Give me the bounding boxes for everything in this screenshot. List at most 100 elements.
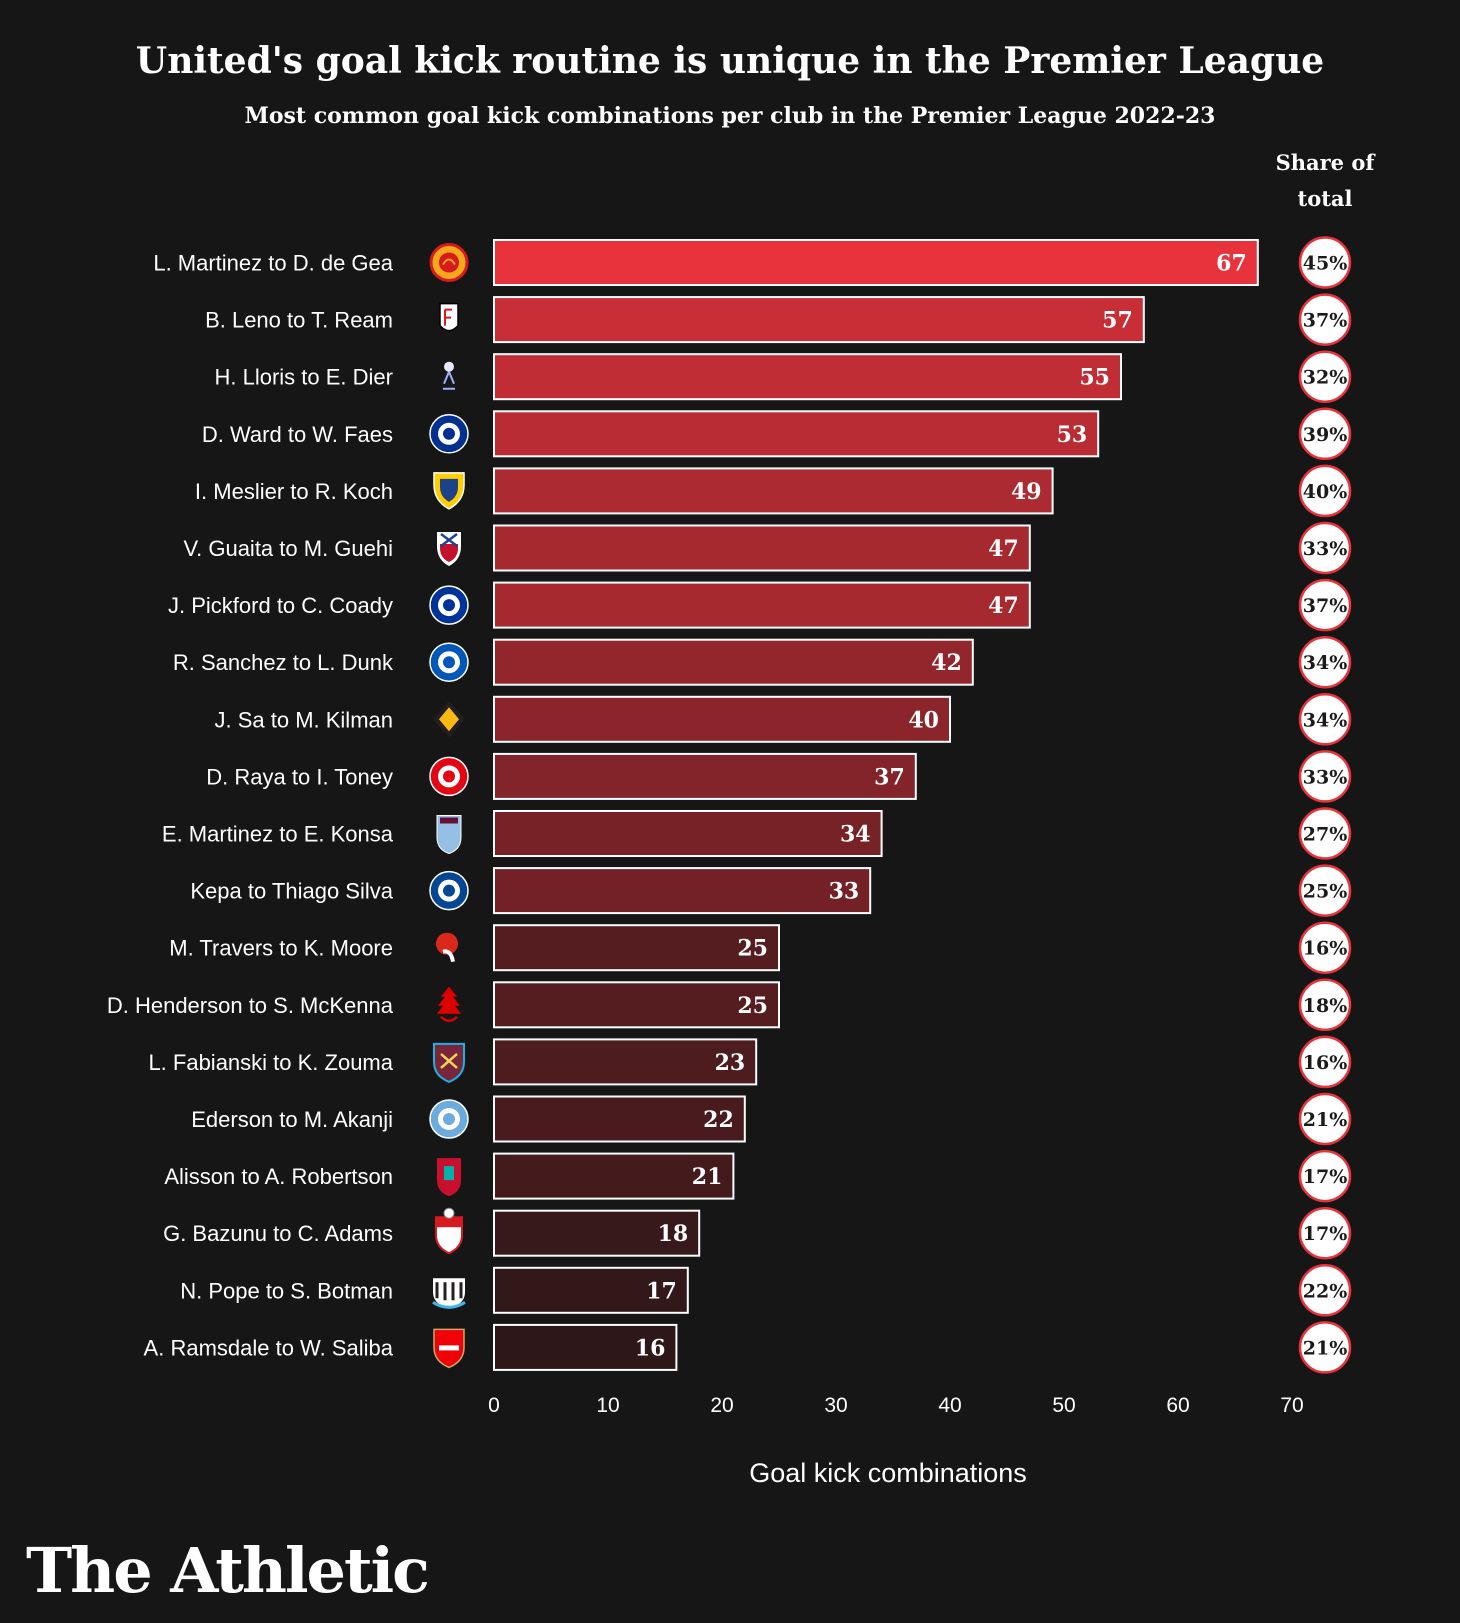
west-ham-badge-icon — [433, 1042, 465, 1083]
bar-value-label: 47 — [988, 593, 1019, 619]
share-of-total-label: 45% — [1303, 253, 1348, 275]
x-tick-label: 0 — [488, 1394, 500, 1417]
man-utd-badge-icon — [429, 243, 469, 282]
share-of-total-label: 18% — [1303, 995, 1348, 1017]
share-of-total-label: 33% — [1303, 766, 1348, 788]
share-circle — [1298, 521, 1352, 575]
bar — [493, 867, 872, 915]
chart-row: G. Bazunu to C. Adams 18 17% — [163, 1206, 1352, 1260]
row-label: B. Leno to T. Ream — [205, 308, 393, 333]
x-axis-title: Goal kick combinations — [749, 1458, 1027, 1488]
chelsea-badge-icon — [429, 870, 469, 911]
bar-value-label: 33 — [829, 879, 860, 905]
chart-row: J. Sa to M. Kilman 40 34% — [214, 693, 1352, 746]
row-label: D. Raya to I. Toney — [206, 764, 393, 789]
bar — [493, 296, 1145, 344]
bar — [493, 524, 1031, 572]
bournemouth-badge-icon — [436, 932, 458, 963]
crystal-palace-badge-icon — [437, 532, 461, 566]
bar-value-label: 23 — [715, 1050, 746, 1076]
share-of-total-label: 21% — [1303, 1337, 1348, 1359]
x-tick-label: 70 — [1280, 1394, 1303, 1417]
row-label: Kepa to Thiago Silva — [190, 879, 393, 904]
share-circle — [1298, 350, 1352, 403]
share-circle — [1298, 864, 1352, 917]
bar-value-label: 55 — [1079, 365, 1110, 391]
share-circle — [1298, 236, 1352, 289]
row-label: H. Lloris to E. Dier — [215, 365, 394, 390]
bar-value-label: 17 — [646, 1278, 677, 1304]
share-circle — [1298, 578, 1352, 632]
share-of-total-label: 37% — [1303, 595, 1348, 617]
chart-row: Ederson to M. Akanji 22 21% — [191, 1092, 1352, 1146]
fulham-badge-icon — [439, 302, 459, 332]
bar — [493, 752, 917, 800]
nottingham-forest-badge-icon — [437, 986, 461, 1023]
wolves-badge-icon — [433, 701, 465, 738]
brighton-badge-icon — [429, 642, 469, 682]
bar — [493, 467, 1054, 515]
bar-value-label: 25 — [737, 936, 768, 962]
chart-row: L. Martinez to D. de Gea 67 45% — [153, 236, 1352, 289]
share-circle — [1298, 978, 1352, 1032]
bar — [493, 1266, 689, 1314]
share-of-total-label: 16% — [1303, 938, 1348, 960]
bar — [493, 1095, 746, 1143]
newcastle-badge-icon — [432, 1278, 466, 1309]
bar — [493, 581, 1031, 629]
x-tick-label: 30 — [824, 1394, 847, 1417]
chart-row: R. Sanchez to L. Dunk 42 34% — [173, 635, 1352, 689]
bar-value-label: 22 — [703, 1107, 734, 1133]
share-circle — [1298, 750, 1352, 803]
bar-value-label: 67 — [1216, 251, 1247, 277]
brentford-badge-icon — [429, 756, 469, 797]
share-of-total-label: 32% — [1303, 367, 1348, 389]
bar-value-label: 47 — [988, 536, 1019, 562]
aston-villa-badge-icon — [436, 815, 462, 855]
chart-rows: L. Martinez to D. de Gea 67 45% B. Leno to … — [107, 236, 1352, 1374]
bar-value-label: 42 — [931, 650, 962, 676]
bar — [493, 695, 951, 743]
row-label: L. Fabianski to K. Zouma — [148, 1050, 393, 1075]
row-label: A. Ramsdale to W. Saliba — [144, 1335, 394, 1360]
share-circle — [1298, 407, 1352, 461]
row-label: N. Pope to S. Botman — [180, 1278, 393, 1303]
bar-value-label: 49 — [1011, 479, 1042, 505]
share-of-total-label: 27% — [1303, 824, 1348, 846]
row-label: J. Pickford to C. Coady — [168, 593, 393, 618]
share-circle — [1298, 1206, 1352, 1260]
share-circle — [1298, 464, 1352, 518]
x-tick-label: 10 — [596, 1394, 619, 1417]
share-circle — [1298, 693, 1352, 746]
x-tick-label: 60 — [1166, 1394, 1189, 1417]
share-of-total-label: 17% — [1303, 1166, 1348, 1188]
chart-row: L. Fabianski to K. Zouma 23 16% — [148, 1035, 1352, 1089]
arsenal-badge-icon — [433, 1328, 465, 1369]
bar — [493, 1152, 735, 1200]
row-label: D. Henderson to S. McKenna — [107, 993, 394, 1018]
share-of-total-label: 21% — [1303, 1109, 1348, 1131]
row-label: V. Guaita to M. Guehi — [183, 536, 393, 561]
share-header-line-2: total — [1298, 186, 1353, 211]
bar — [493, 981, 780, 1029]
bar-value-label: 21 — [692, 1164, 723, 1190]
row-label: Alisson to A. Robertson — [164, 1164, 393, 1189]
chart-row: M. Travers to K. Moore 25 16% — [169, 921, 1352, 974]
chart-row: N. Pope to S. Botman 17 22% — [180, 1264, 1352, 1317]
share-circle — [1298, 1092, 1352, 1146]
bar-value-label: 57 — [1102, 308, 1133, 334]
bar-value-label: 53 — [1057, 422, 1088, 448]
bar-value-label: 18 — [658, 1221, 689, 1247]
share-of-total-label: 34% — [1303, 652, 1348, 674]
row-label: E. Martinez to E. Konsa — [162, 822, 394, 847]
share-circle — [1298, 921, 1352, 974]
chart-subtitle: Most common goal kick combinations per c… — [245, 103, 1216, 129]
row-label: R. Sanchez to L. Dunk — [173, 650, 394, 675]
bar-value-label: 37 — [874, 764, 905, 790]
chart-row: E. Martinez to E. Konsa 34 27% — [162, 807, 1352, 860]
share-of-total-label: 34% — [1303, 709, 1348, 731]
bar — [493, 638, 974, 686]
chart-row: A. Ramsdale to W. Saliba 16 21% — [144, 1321, 1352, 1374]
